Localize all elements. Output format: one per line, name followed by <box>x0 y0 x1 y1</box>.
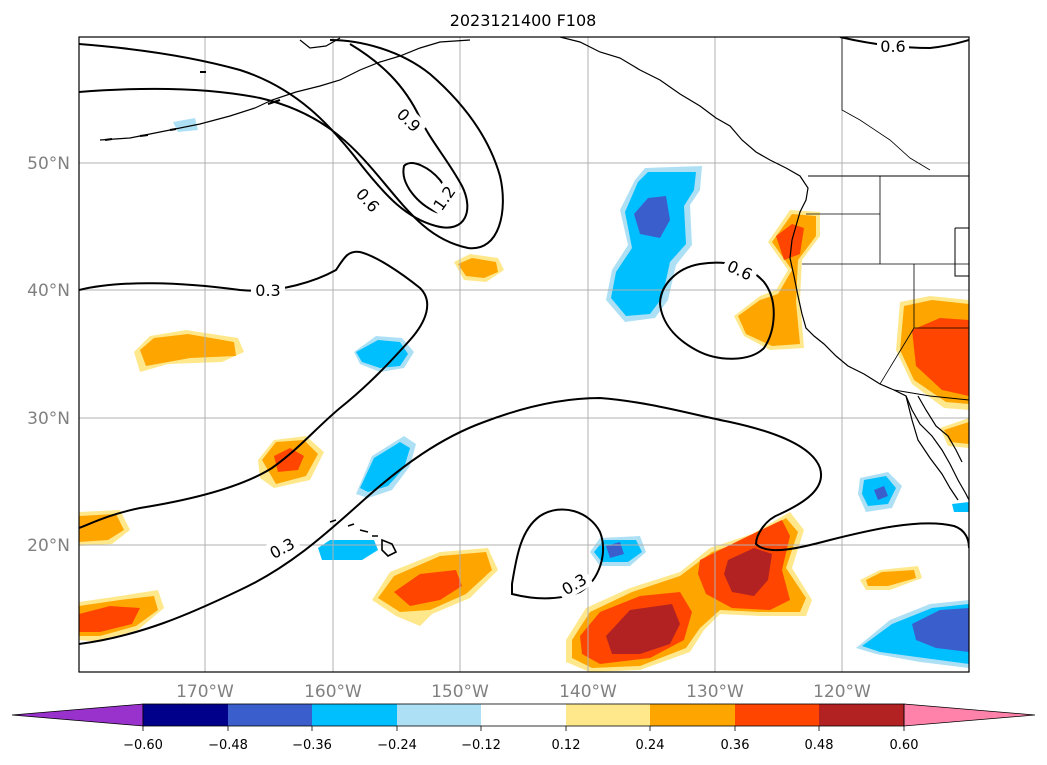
colorbar-segment <box>228 704 312 726</box>
coastline-pacific-nw <box>559 37 969 501</box>
colorbar-tick-label: −0.36 <box>292 738 332 753</box>
neg-field-se-max <box>912 608 969 652</box>
contour-ne-corner <box>839 37 969 50</box>
colorbar-tick-label: −0.24 <box>377 738 417 753</box>
latitude-labels: 50°N 40°N 30°N 20°N <box>27 154 70 556</box>
contour-label-0: 0.6 <box>880 37 905 56</box>
colorbar-extend-low <box>11 703 144 727</box>
lon-label-150w: 150°W <box>431 682 489 702</box>
contour-outer-north <box>79 39 504 250</box>
colorbar-frame <box>142 703 905 727</box>
coastline-nevada-box <box>954 227 969 277</box>
colorbar-tick-label: 0.24 <box>636 738 665 753</box>
longitude-labels: 170°W 160°W 150°W 140°W 130°W 120°W <box>176 682 871 702</box>
coastlines <box>99 37 969 557</box>
lat-label-20n: 20°N <box>27 536 70 556</box>
neg-field-mid-core <box>360 442 410 492</box>
neg-field-baja-max <box>874 486 888 500</box>
lon-label-120w: 120°W <box>813 682 871 702</box>
lat-label-50n: 50°N <box>27 154 70 174</box>
border-us-mexico <box>893 389 969 401</box>
pos-field-se-max <box>606 548 772 654</box>
map-frame <box>78 36 970 673</box>
pos-field-sw-max <box>79 606 140 632</box>
colorbar-segment <box>566 704 650 726</box>
pos-field-mexico-core <box>944 422 969 444</box>
contour-ne-loop <box>658 261 775 360</box>
colorbar-tick-label: 0.60 <box>890 738 919 753</box>
neg-field-ne-pacific-core <box>611 172 696 316</box>
pos-field-nw-core <box>140 334 236 366</box>
pos-field-south-mexico-core <box>866 570 916 586</box>
pos-field-coast-west-max <box>776 224 804 260</box>
coastline-alaska <box>99 37 471 141</box>
colorbar: −0.60 −0.48 −0.36 −0.24 −0.12 0.12 0.24 … <box>11 703 1036 753</box>
lat-label-40n: 40°N <box>27 281 70 301</box>
neg-field-se-east <box>952 502 969 512</box>
colorbar-tick-label: 0.36 <box>721 738 750 753</box>
lon-label-170w: 170°W <box>176 682 234 702</box>
lat-label-30n: 30°N <box>27 409 70 429</box>
colorbar-segment <box>819 704 904 726</box>
pos-field-n-central-core <box>458 258 498 278</box>
neg-field-ne-pacific-max <box>634 196 670 238</box>
coastline-aleutian-dots <box>104 71 281 141</box>
neg-field-sub-max <box>606 542 624 558</box>
contour-south-west <box>79 396 969 645</box>
pos-field-s-central-max <box>394 570 462 606</box>
colorbar-segment <box>397 704 481 726</box>
colorbar-segment <box>650 704 735 726</box>
colorbar-segment <box>481 704 566 726</box>
colorbar-tick-label: −0.60 <box>123 738 163 753</box>
coastline-hawaii <box>329 519 398 557</box>
lon-label-130w: 130°W <box>686 682 744 702</box>
colorbar-segment <box>735 704 819 726</box>
contour-label-4: 0.3 <box>255 281 280 300</box>
colorbar-segment <box>143 704 228 726</box>
map-plot-area: 0.6 0.9 1.2 0.6 0.3 0.6 0.3 0.3 <box>79 37 969 672</box>
colorbar-tick-label: 0.48 <box>805 738 834 753</box>
graticule <box>79 37 969 672</box>
lon-label-160w: 160°W <box>304 682 362 702</box>
lon-label-140w: 140°W <box>559 682 617 702</box>
map-title: 2023121400 F108 <box>450 11 597 30</box>
colorbar-extend-high <box>903 703 1036 727</box>
colorbar-ticks <box>142 726 905 731</box>
colorbar-tick-label: −0.12 <box>461 738 501 753</box>
pos-field-west-edge-core <box>79 514 124 542</box>
contour-sub-loop <box>511 508 605 600</box>
colorbar-tick-label: 0.12 <box>552 738 581 753</box>
colorbar-tick-label: −0.48 <box>208 738 248 753</box>
pos-field-california-max <box>912 318 969 396</box>
coastline-baja <box>905 395 963 501</box>
pos-field-w-max <box>274 448 304 472</box>
border-state-lines <box>802 37 969 385</box>
shaded-fields <box>79 118 969 672</box>
colorbar-segment <box>312 704 397 726</box>
neg-field-mid-north-core <box>356 340 408 368</box>
